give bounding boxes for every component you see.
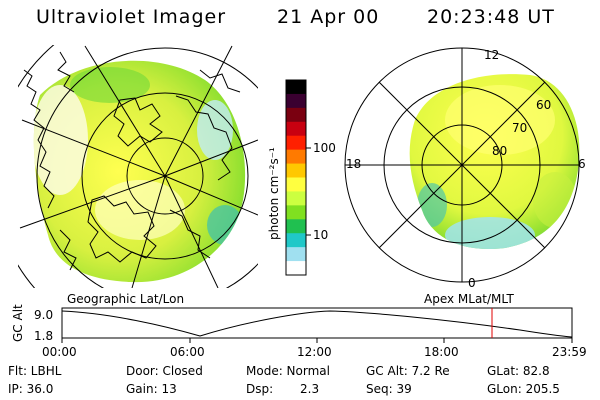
geographic-aurora-texture [33, 67, 243, 245]
colorbar-cell [286, 93, 306, 109]
coastline-outlines [23, 51, 241, 271]
apex-polar-grid [344, 47, 580, 283]
colorbar-unit-label: photon cm⁻²s⁻¹ [267, 147, 281, 240]
colorbar-tick-label-100: 100 [313, 141, 336, 155]
colorbar-cell [286, 261, 306, 276]
gc-altitude-info: GC Alt: 7.2 Re [366, 364, 450, 378]
door-status: Door: Closed [126, 364, 203, 378]
apex-plot-label: Apex MLat/MLT [424, 292, 514, 306]
colorbar-cell [286, 205, 306, 220]
colorbar-frame [285, 79, 307, 276]
geographic-aurora-image [33, 60, 246, 283]
orbit-xtick-label-1800: 18:00 [424, 345, 459, 359]
geographic-map [18, 45, 258, 288]
geographic-longitude-info: GLon: 205.5 [487, 382, 560, 396]
colorbar-cell [286, 177, 306, 192]
orbit-ytick-bottom: 1.8 [34, 329, 53, 343]
colorbar-cell [286, 191, 306, 206]
orbit-altitude-curve [61, 310, 573, 338]
orbit-altitude-plot: GC Alt 9.0 1.8 [11, 304, 573, 343]
orbit-ylabel: GC Alt [11, 304, 25, 342]
observation-date: 21 Apr 00 [277, 6, 380, 28]
colorbar-cell [286, 149, 306, 165]
colorbar-cell [286, 121, 306, 137]
orbit-plot-frame [61, 307, 573, 339]
geographic-grid [18, 45, 258, 288]
gain-info: Gain: 13 [126, 382, 177, 396]
mlat-label-80: 80 [492, 144, 507, 158]
mlat-label-70: 70 [512, 121, 527, 135]
colorbar-cell [286, 135, 306, 151]
mlt-label-0: 0 [468, 276, 476, 290]
orbit-xtick-label-2359: 23:59 [552, 345, 587, 359]
orbit-xtick-label-1200: 12:00 [297, 345, 332, 359]
colorbar-cell [286, 107, 306, 123]
mlt-label-18: 18 [346, 157, 361, 171]
filter-info: Flt: LBHL [8, 364, 62, 378]
geographic-latitude-info: GLat: 82.8 [487, 364, 550, 378]
colorbar: 100 10 photon cm⁻²s⁻¹ [267, 79, 336, 276]
mlt-label-6: 6 [578, 157, 586, 171]
mlat-label-60: 60 [536, 98, 551, 112]
observation-time: 20:23:48 UT [427, 6, 555, 28]
colorbar-cell [286, 247, 306, 262]
orbit-xtick-label-0600: 06:00 [170, 345, 205, 359]
colorbar-cells [286, 80, 306, 276]
mode-info: Mode: Normal [246, 364, 330, 378]
orbit-ytick-top: 9.0 [34, 308, 53, 322]
apex-polar-plot: 12 18 6 0 60 70 80 [344, 47, 586, 290]
colorbar-tick-label-10: 10 [313, 228, 328, 242]
colorbar-cell [286, 80, 306, 95]
mlt-label-12: 12 [484, 48, 499, 62]
ip-info: IP: 36.0 [8, 382, 54, 396]
dsp-value: 2.3 [300, 382, 320, 396]
dsp-label: Dsp: [246, 382, 274, 396]
colorbar-cell [286, 163, 306, 178]
orbit-xtick-label-0000: 00:00 [42, 345, 77, 359]
geographic-map-label: Geographic Lat/Lon [67, 292, 184, 306]
sequence-info: Seq: 39 [366, 382, 412, 396]
instrument-title: Ultraviolet Imager [36, 6, 227, 28]
colorbar-cell [286, 233, 306, 248]
colorbar-cell [286, 219, 306, 234]
